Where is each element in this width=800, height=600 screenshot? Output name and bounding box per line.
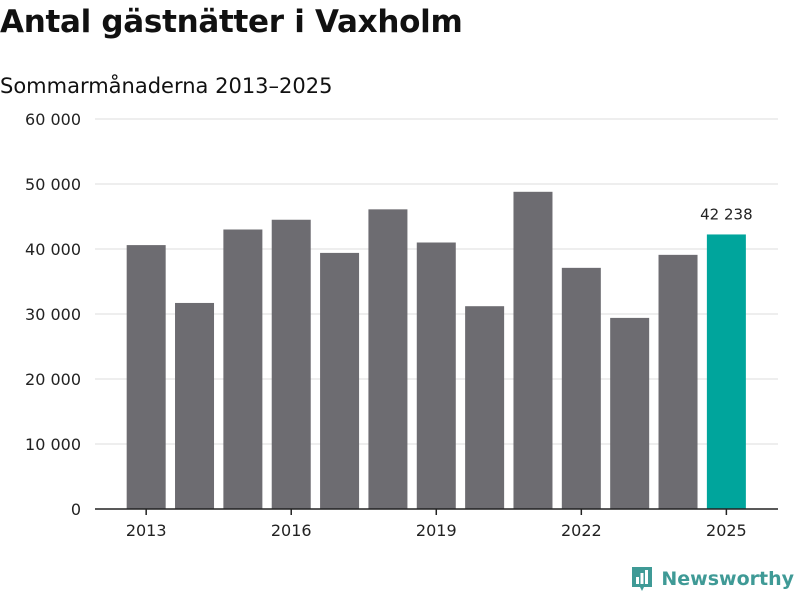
bar [610, 317, 650, 509]
bar [416, 242, 456, 509]
y-tick-label: 40 000 [25, 240, 81, 259]
bar [320, 252, 360, 509]
bar [175, 302, 215, 509]
x-tick-label: 2022 [561, 521, 602, 540]
bar [658, 254, 698, 509]
bar [368, 209, 408, 509]
x-tick-label: 2025 [706, 521, 747, 540]
highlight-bar [706, 234, 746, 509]
chart-subtitle: Sommarmånaderna 2013–2025 [0, 74, 333, 98]
bar-chart: 0 10 000 20 000 30 000 40 000 50 000 60 000 42 … [25, 110, 778, 540]
bar [513, 191, 553, 510]
bar [465, 306, 505, 509]
y-tick-label: 10 000 [25, 435, 81, 454]
bar [223, 229, 263, 509]
y-tick-label: 20 000 [25, 370, 81, 389]
y-tick-label: 50 000 [25, 175, 81, 194]
newsworthy-logo-icon [632, 567, 653, 591]
x-tick-label: 2019 [416, 521, 457, 540]
x-tick-label: 2013 [126, 521, 167, 540]
data-label: 42 238 [700, 205, 753, 223]
brand-logo: Newsworthy [630, 564, 794, 594]
y-tick-label: 0 [71, 500, 81, 519]
bar [271, 219, 311, 509]
bar [561, 267, 601, 509]
brand-name: Newsworthy [661, 568, 794, 590]
chart-title: Antal gästnätter i Vaxholm [0, 4, 463, 40]
bar [126, 245, 166, 509]
y-tick-label: 60 000 [25, 110, 81, 129]
x-tick-label: 2016 [271, 521, 312, 540]
y-tick-label: 30 000 [25, 305, 81, 324]
